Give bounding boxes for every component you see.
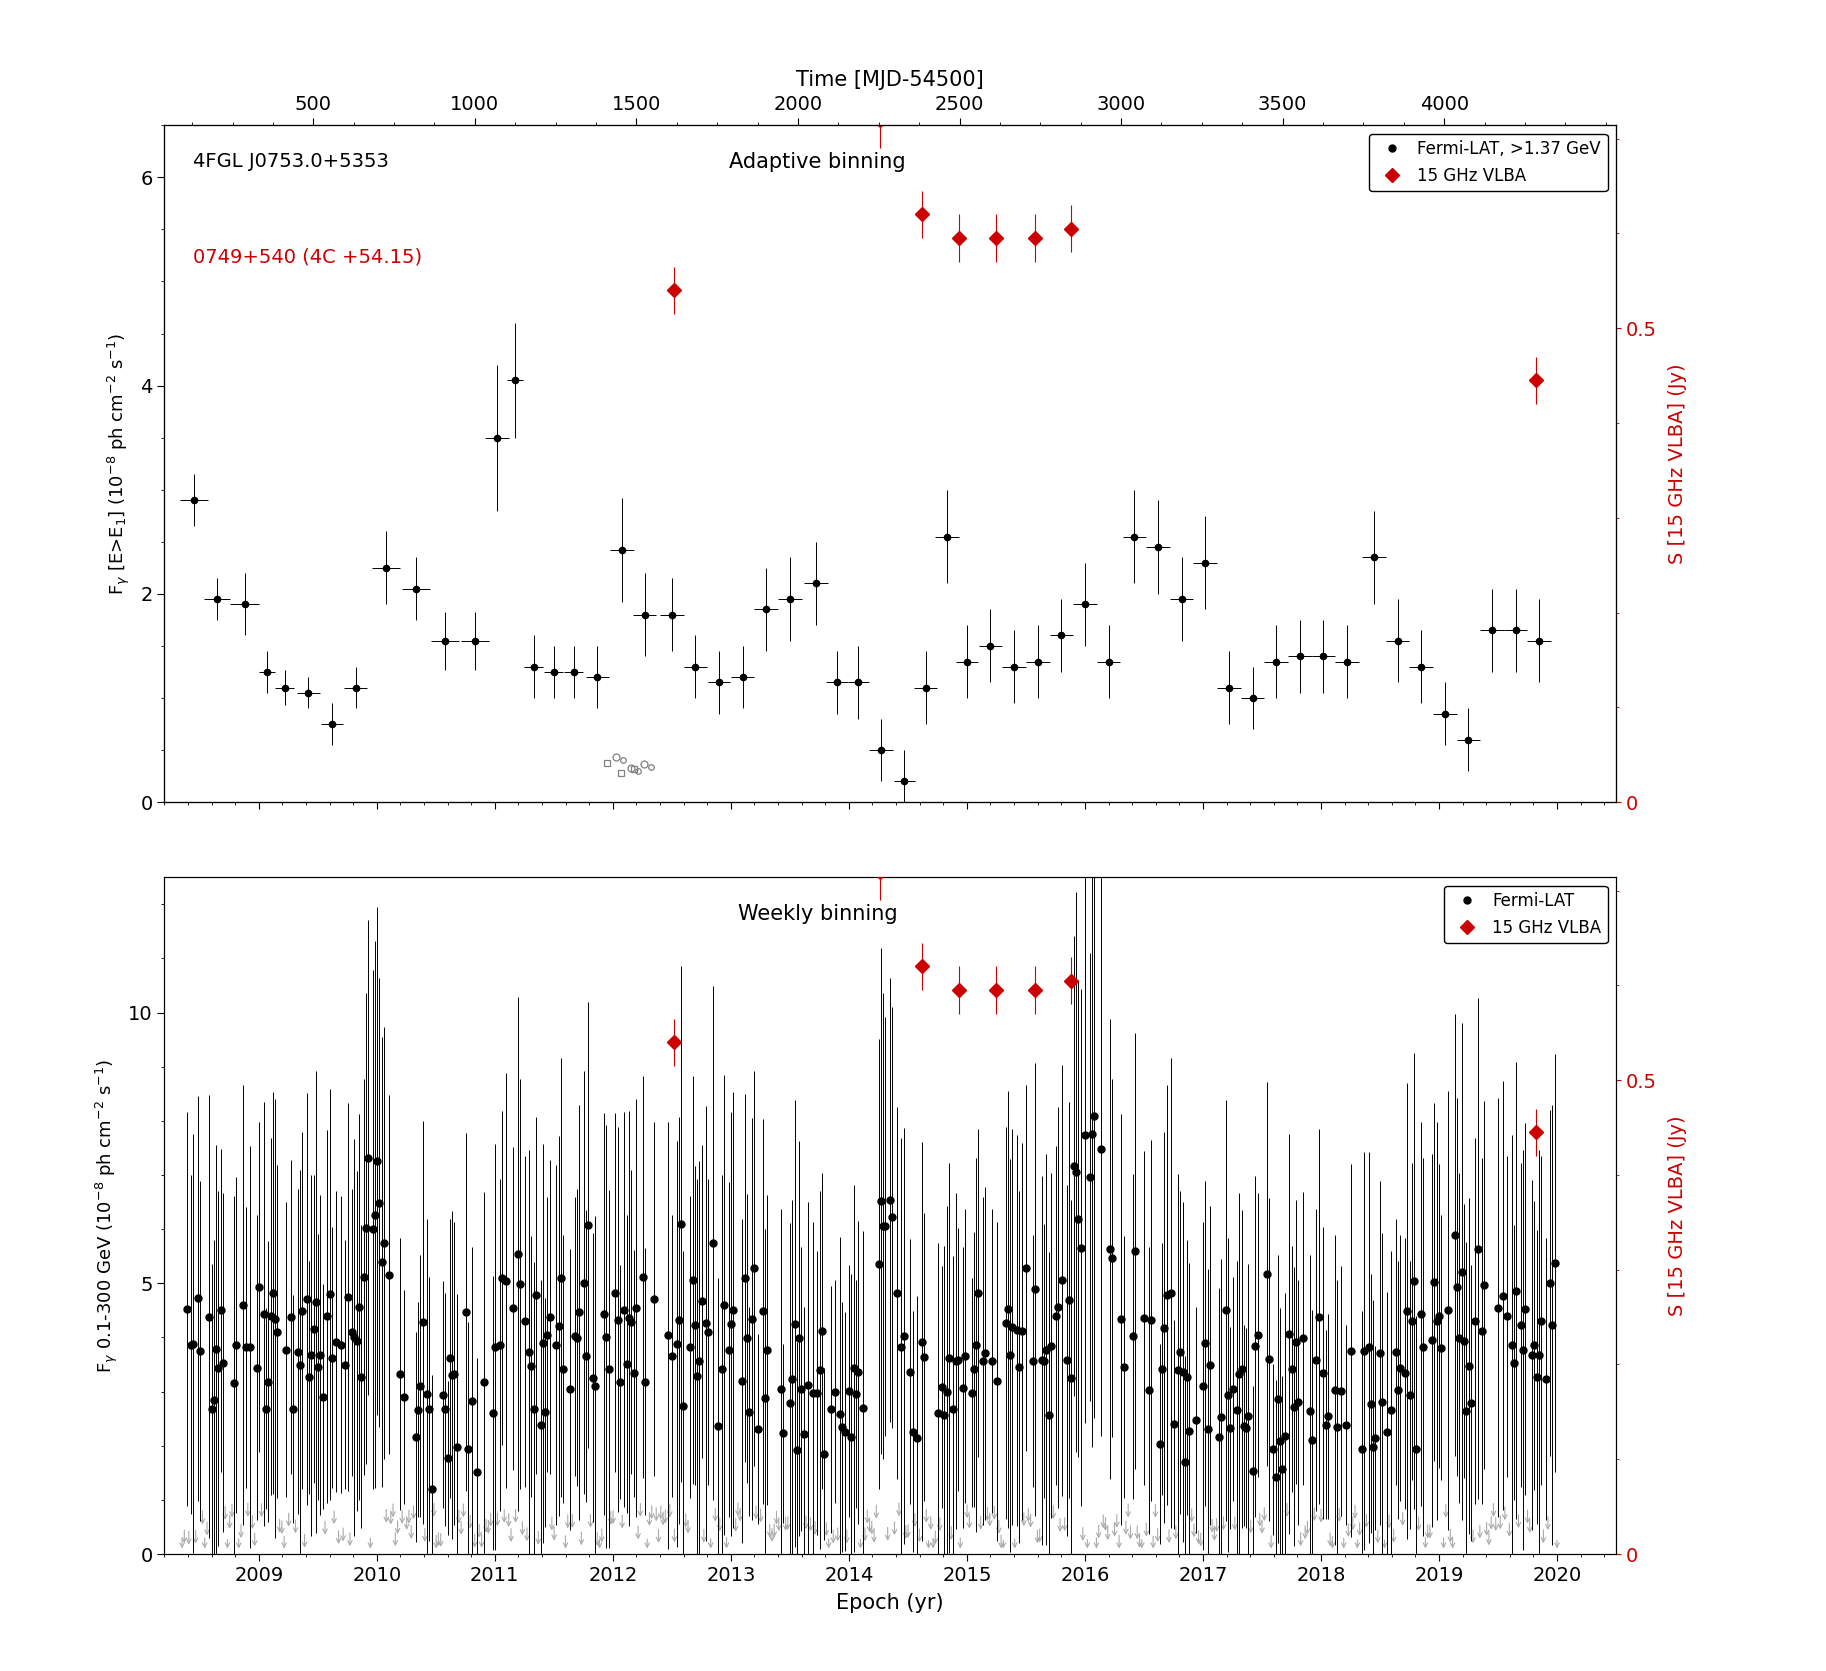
- Text: 0749+540 (4C +54.15): 0749+540 (4C +54.15): [194, 247, 422, 266]
- Legend: Fermi-LAT, 15 GHz VLBA: Fermi-LAT, 15 GHz VLBA: [1444, 886, 1607, 942]
- Text: Weekly binning: Weekly binning: [738, 904, 897, 924]
- X-axis label: Time [MJD-54500]: Time [MJD-54500]: [796, 70, 984, 90]
- X-axis label: Epoch (yr): Epoch (yr): [836, 1592, 944, 1613]
- Y-axis label: F$_\gamma$ [E>E$_1$] (10$^{-8}$ ph cm$^{-2}$ s$^{-1}$): F$_\gamma$ [E>E$_1$] (10$^{-8}$ ph cm$^{…: [106, 333, 131, 595]
- Y-axis label: S [15 GHz VLBA] (Jy): S [15 GHz VLBA] (Jy): [1667, 1115, 1687, 1317]
- Y-axis label: S [15 GHz VLBA] (Jy): S [15 GHz VLBA] (Jy): [1667, 363, 1687, 565]
- Text: Adaptive binning: Adaptive binning: [729, 152, 906, 172]
- Legend: Fermi-LAT, >1.37 GeV, 15 GHz VLBA: Fermi-LAT, >1.37 GeV, 15 GHz VLBA: [1370, 134, 1607, 190]
- Y-axis label: F$_\gamma$ 0.1-300 GeV (10$^{-8}$ ph cm$^{-2}$ s$^{-1}$): F$_\gamma$ 0.1-300 GeV (10$^{-8}$ ph cm$…: [93, 1058, 119, 1374]
- Text: 4FGL J0753.0+5353: 4FGL J0753.0+5353: [194, 152, 389, 172]
